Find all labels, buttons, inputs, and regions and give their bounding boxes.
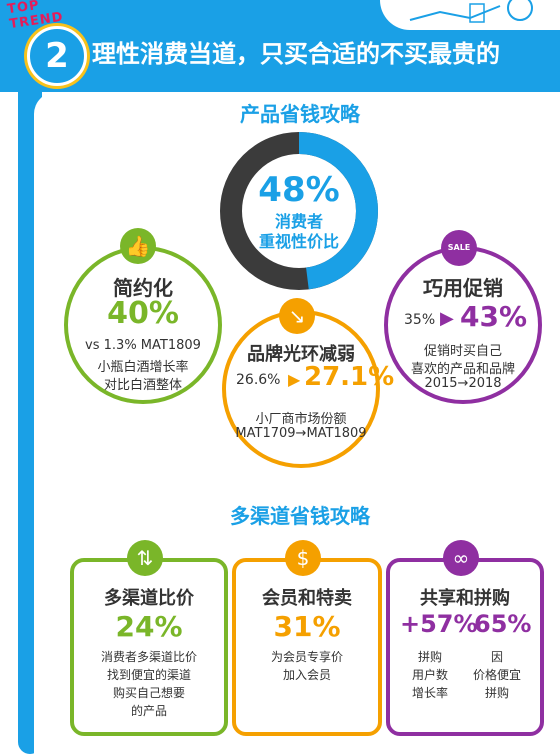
dollar-search-icon: $ xyxy=(285,540,321,576)
card-multi-line3: 购买自己想要 xyxy=(112,686,185,700)
card-sharing-title: 共享和拼购 xyxy=(420,588,510,609)
card-sharing xyxy=(386,558,544,736)
card-promo-line2: 喜欢的产品和品牌 xyxy=(410,362,515,377)
card-sharing-a-line3: 增长率 xyxy=(411,686,448,700)
card-membership-line1: 为会员专享价 xyxy=(270,650,343,664)
card-simplify-line1: vs 1.3% MAT1809 xyxy=(85,338,201,353)
card-brand-line1: 小厂商市场份额 xyxy=(255,412,347,427)
card-brand-from: 26.6% xyxy=(236,372,281,388)
card-brand-title: 品牌光环减弱 xyxy=(247,344,355,365)
card-promo-from: 35% xyxy=(404,312,436,328)
chart-doodle-icon xyxy=(409,0,533,23)
page-title: 理性消费当道，只买合适的不买最贵的 xyxy=(92,40,500,68)
card-multi-value: 24% xyxy=(115,610,183,643)
donut-svg xyxy=(220,132,378,290)
card-promo-title: 巧用促销 xyxy=(423,276,503,300)
card-sharing-value-a: +57% xyxy=(400,610,478,638)
card-multi-line2: 找到便宜的渠道 xyxy=(106,668,191,682)
card-simplify-line3: 对比白酒整体 xyxy=(103,378,182,393)
card-multi-title: 多渠道比价 xyxy=(104,588,194,609)
thumbs-up-icon: 👍 xyxy=(120,228,156,264)
card-simplify xyxy=(64,246,222,404)
card-multi-line1: 消费者多渠道比价 xyxy=(100,650,197,664)
card-sharing-b-line2: 价格便宜 xyxy=(472,668,521,682)
split-arrows-icon: ⇅ xyxy=(127,540,163,576)
card-sharing-value-b: 65% xyxy=(474,610,532,638)
section1-title: 产品省钱攻略 xyxy=(240,102,360,126)
card-sharing-b-line1: 因 xyxy=(490,650,503,664)
section-number-badge: 2 xyxy=(27,26,87,86)
donut-arc xyxy=(220,132,378,290)
card-sharing-b-line3: 拼购 xyxy=(484,686,509,700)
infinity-icon: ∞ xyxy=(443,540,479,576)
section2-title: 多渠道省钱攻略 xyxy=(230,504,370,528)
card-membership xyxy=(232,558,382,736)
donut-label-1: 消费者 xyxy=(274,212,323,231)
card-brand-triangle-icon: ▶ xyxy=(288,370,301,389)
header-decoration xyxy=(380,0,560,30)
arrow-down-icon: ↘ xyxy=(279,298,315,334)
card-simplify-title: 简约化 xyxy=(113,276,173,300)
card-simplify-value: 40% xyxy=(107,296,179,331)
card-brand-to: 27.1% xyxy=(304,362,395,392)
card-membership-title: 会员和特卖 xyxy=(262,588,352,609)
card-simplify-line2: 小瓶白酒增长率 xyxy=(97,360,189,375)
card-sharing-a-line2: 用户数 xyxy=(411,668,448,682)
card-sharing-a-line1: 拼购 xyxy=(417,650,442,664)
donut-label-2: 重视性价比 xyxy=(258,232,339,251)
card-multi-line4: 的产品 xyxy=(130,704,167,718)
card-promo-line3: 2015→2018 xyxy=(424,376,502,391)
card-promo-line1: 促销时买自己 xyxy=(423,344,502,359)
donut-chart xyxy=(218,130,380,292)
card-membership-value: 31% xyxy=(273,610,341,643)
card-membership-line2: 加入会员 xyxy=(282,668,331,682)
card-promo-triangle-icon: ▶ xyxy=(440,308,454,329)
card-promo-to: 43% xyxy=(460,300,528,333)
card-brand-line2: MAT1709→MAT1809 xyxy=(235,426,367,441)
donut-percent: 48% xyxy=(258,170,340,210)
sale-tag-icon: SALE xyxy=(441,230,477,266)
